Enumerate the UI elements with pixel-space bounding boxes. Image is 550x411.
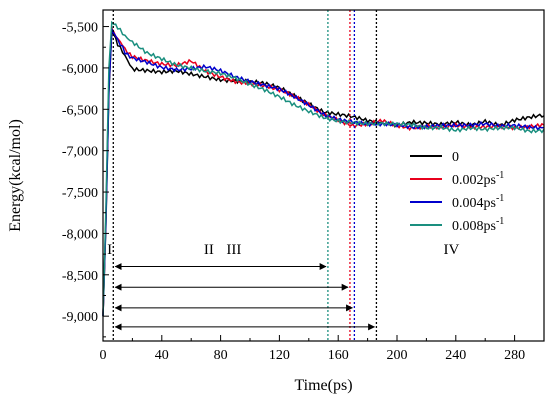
vline-layer [112,10,378,341]
plot-frame [102,9,545,342]
legend-label-3: 0.008ps-1 [452,216,504,234]
y-tick-label: -6,500 [62,103,98,118]
y-tick-label: -9,000 [62,310,98,325]
x-tick-label: 40 [155,348,169,363]
legend: 0 0.002ps-1 0.004ps-1 0.008ps-1 [410,150,504,234]
x-tick-label: 200 [387,348,408,363]
y-tick-label: -7,000 [62,145,98,160]
region-labels: I II III IV [107,242,459,258]
y-tick-label: -7,500 [62,186,98,201]
x-tick-label: 280 [504,348,525,363]
region-label: III [226,242,241,258]
region-label: II [204,242,214,258]
x-tick-label: 80 [214,348,228,363]
series-line-3 [102,20,545,317]
x-tick-label: 240 [445,348,466,363]
y-tick-label: -6,000 [62,62,98,77]
y-tick-label: -8,500 [62,269,98,284]
series-layer [102,20,545,317]
x-tick-label: 160 [328,348,349,363]
region-label: IV [443,242,459,258]
y-axis-title: Energy(kcal/mol) [7,119,24,232]
x-axis-title: Time(ps) [294,377,352,394]
y-tick-label: -8,000 [62,227,98,242]
region-label: I [107,242,112,258]
x-tick-label: 0 [100,348,107,363]
legend-label-2: 0.004ps-1 [452,193,504,211]
y-tick-label: -5,500 [62,21,98,36]
tick-layer: 0 40 80 120 160 200 240 280 -5,500 -6,000 -6,500 -7… [62,21,525,363]
series-line-2 [102,28,545,317]
arrow-layer [114,263,376,331]
x-tick-label: 120 [269,348,290,363]
legend-label-0: 0 [452,150,459,165]
legend-label-1: 0.002ps-1 [452,170,504,188]
